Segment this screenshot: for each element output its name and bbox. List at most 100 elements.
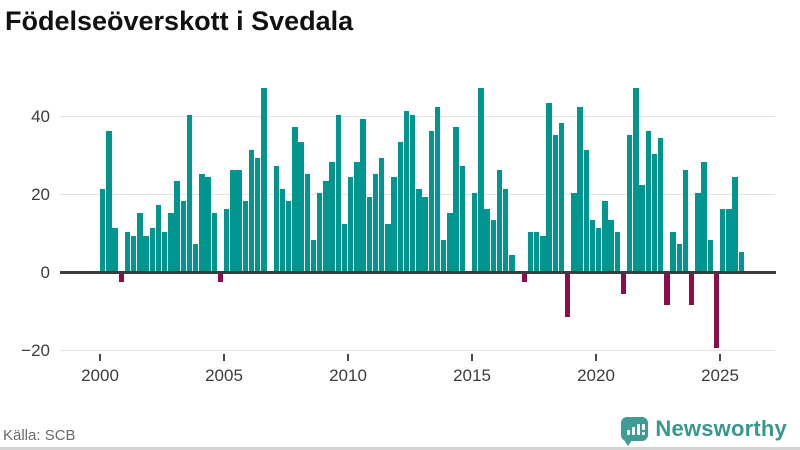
bar-2007-Q4 (292, 126, 298, 271)
bar-2001-Q2 (131, 235, 137, 271)
bar-2012-Q3 (410, 115, 416, 271)
bar-2019-Q1 (571, 193, 577, 271)
bar-2017-Q4 (540, 235, 546, 271)
bar-2003-Q1 (174, 181, 180, 271)
bar-2024-Q4 (713, 274, 720, 349)
bar-2022-Q1 (645, 130, 651, 271)
bar-2004-Q1 (199, 173, 205, 271)
bar-2023-Q1 (670, 232, 676, 271)
x-tick-label-2015: 2015 (453, 366, 491, 385)
bar-2017-Q2 (527, 232, 534, 271)
bar-2002-Q2 (155, 204, 162, 271)
bar-2010-Q4 (366, 196, 372, 271)
x-tick-label-2005: 2005 (205, 366, 243, 385)
bar-2012-Q4 (416, 189, 422, 271)
icon-bar-2 (632, 427, 636, 435)
x-tick-label-2025: 2025 (701, 366, 739, 385)
bar-2014-Q2 (453, 126, 459, 271)
bar-2011-Q2 (379, 157, 385, 271)
brand-name: Newsworthy (655, 416, 787, 441)
bar-2004-Q3 (211, 212, 217, 271)
window-bottom-border (0, 447, 800, 450)
icon-exclamation (642, 424, 646, 430)
bar-2011-Q3 (385, 224, 391, 271)
y-tick-label-20: 20 (31, 185, 50, 204)
x-tick-2010 (347, 354, 349, 361)
bar-chart-speech-bubble-icon (621, 417, 649, 446)
bar-2016-Q2 (503, 189, 509, 271)
x-tick-label-2010: 2010 (329, 366, 367, 385)
bar-2013-Q3 (434, 107, 441, 271)
bar-2000-Q1 (100, 189, 106, 271)
x-tick-label-2000: 2000 (81, 366, 119, 385)
icon-bar-3 (637, 424, 641, 435)
bar-2002-Q3 (162, 232, 168, 271)
x-tick-2025 (719, 354, 721, 361)
bar-2010-Q1 (348, 177, 354, 271)
bar-2022-Q3 (658, 138, 664, 271)
bar-2021-Q2 (627, 134, 633, 271)
bar-2001-Q4 (143, 235, 149, 271)
bar-2024-Q1 (695, 193, 701, 271)
y-tick-label-0: 0 (40, 263, 50, 282)
bar-2022-Q2 (651, 154, 658, 271)
x-tick-2020 (595, 354, 597, 361)
bar-2011-Q1 (372, 173, 379, 271)
bar-2023-Q3 (682, 169, 689, 271)
bar-2000-Q3 (112, 228, 118, 271)
bar-2018-Q3 (558, 122, 565, 271)
bar-2025-Q1 (720, 208, 726, 271)
icon-bar-1 (627, 430, 631, 435)
bar-2015-Q3 (484, 208, 490, 271)
bar-2018-Q1 (546, 103, 552, 271)
bar-2023-Q4 (689, 274, 695, 306)
bar-2012-Q2 (403, 111, 410, 271)
x-tick-label-2020: 2020 (577, 366, 615, 385)
bar-2003-Q3 (186, 115, 193, 271)
bar-2007-Q1 (273, 165, 279, 271)
bar-2005-Q3 (236, 169, 242, 271)
bar-2022-Q4 (664, 274, 670, 306)
bar-2006-Q3 (261, 87, 267, 271)
bar-2018-Q2 (552, 134, 558, 271)
gridline--20 (60, 350, 775, 351)
bar-2002-Q4 (168, 212, 174, 271)
bar-2009-Q1 (323, 181, 329, 271)
bar-2017-Q1 (521, 274, 527, 282)
icon-exclamation-dot (642, 432, 646, 435)
brand-logo: Newsworthy (621, 414, 787, 446)
bar-2020-Q1 (596, 228, 602, 271)
bar-2019-Q2 (577, 107, 583, 271)
x-tick-2005 (223, 354, 225, 361)
bar-2018-Q4 (565, 274, 571, 317)
bar-2003-Q4 (193, 243, 199, 271)
bar-2009-Q4 (341, 224, 348, 271)
bar-2001-Q1 (124, 232, 131, 271)
bar-2013-Q1 (422, 196, 428, 271)
bar-2021-Q1 (620, 274, 627, 294)
bar-2025-Q3 (732, 177, 738, 271)
bar-2006-Q1 (248, 150, 255, 271)
bar-2009-Q3 (335, 115, 341, 271)
bar-2024-Q3 (707, 239, 713, 271)
bar-2002-Q1 (149, 228, 155, 271)
bar-2007-Q3 (286, 200, 292, 271)
bar-2024-Q2 (701, 161, 707, 271)
bar-2007-Q2 (279, 189, 286, 271)
bar-2000-Q4 (118, 274, 124, 282)
bar-2023-Q2 (676, 243, 682, 271)
bar-2015-Q1 (472, 193, 478, 271)
bar-2019-Q3 (583, 150, 589, 271)
x-tick-2015 (471, 354, 473, 361)
bar-2020-Q3 (608, 220, 614, 271)
bar-2016-Q3 (509, 255, 515, 271)
bar-2008-Q2 (304, 173, 310, 271)
speech-bubble-tail (624, 440, 633, 446)
bar-2001-Q3 (137, 212, 143, 271)
bar-2021-Q4 (639, 185, 645, 271)
bar-2025-Q2 (726, 208, 732, 271)
bar-2012-Q1 (397, 142, 403, 271)
bar-2005-Q4 (242, 200, 248, 271)
x-tick-2000 (99, 354, 101, 361)
